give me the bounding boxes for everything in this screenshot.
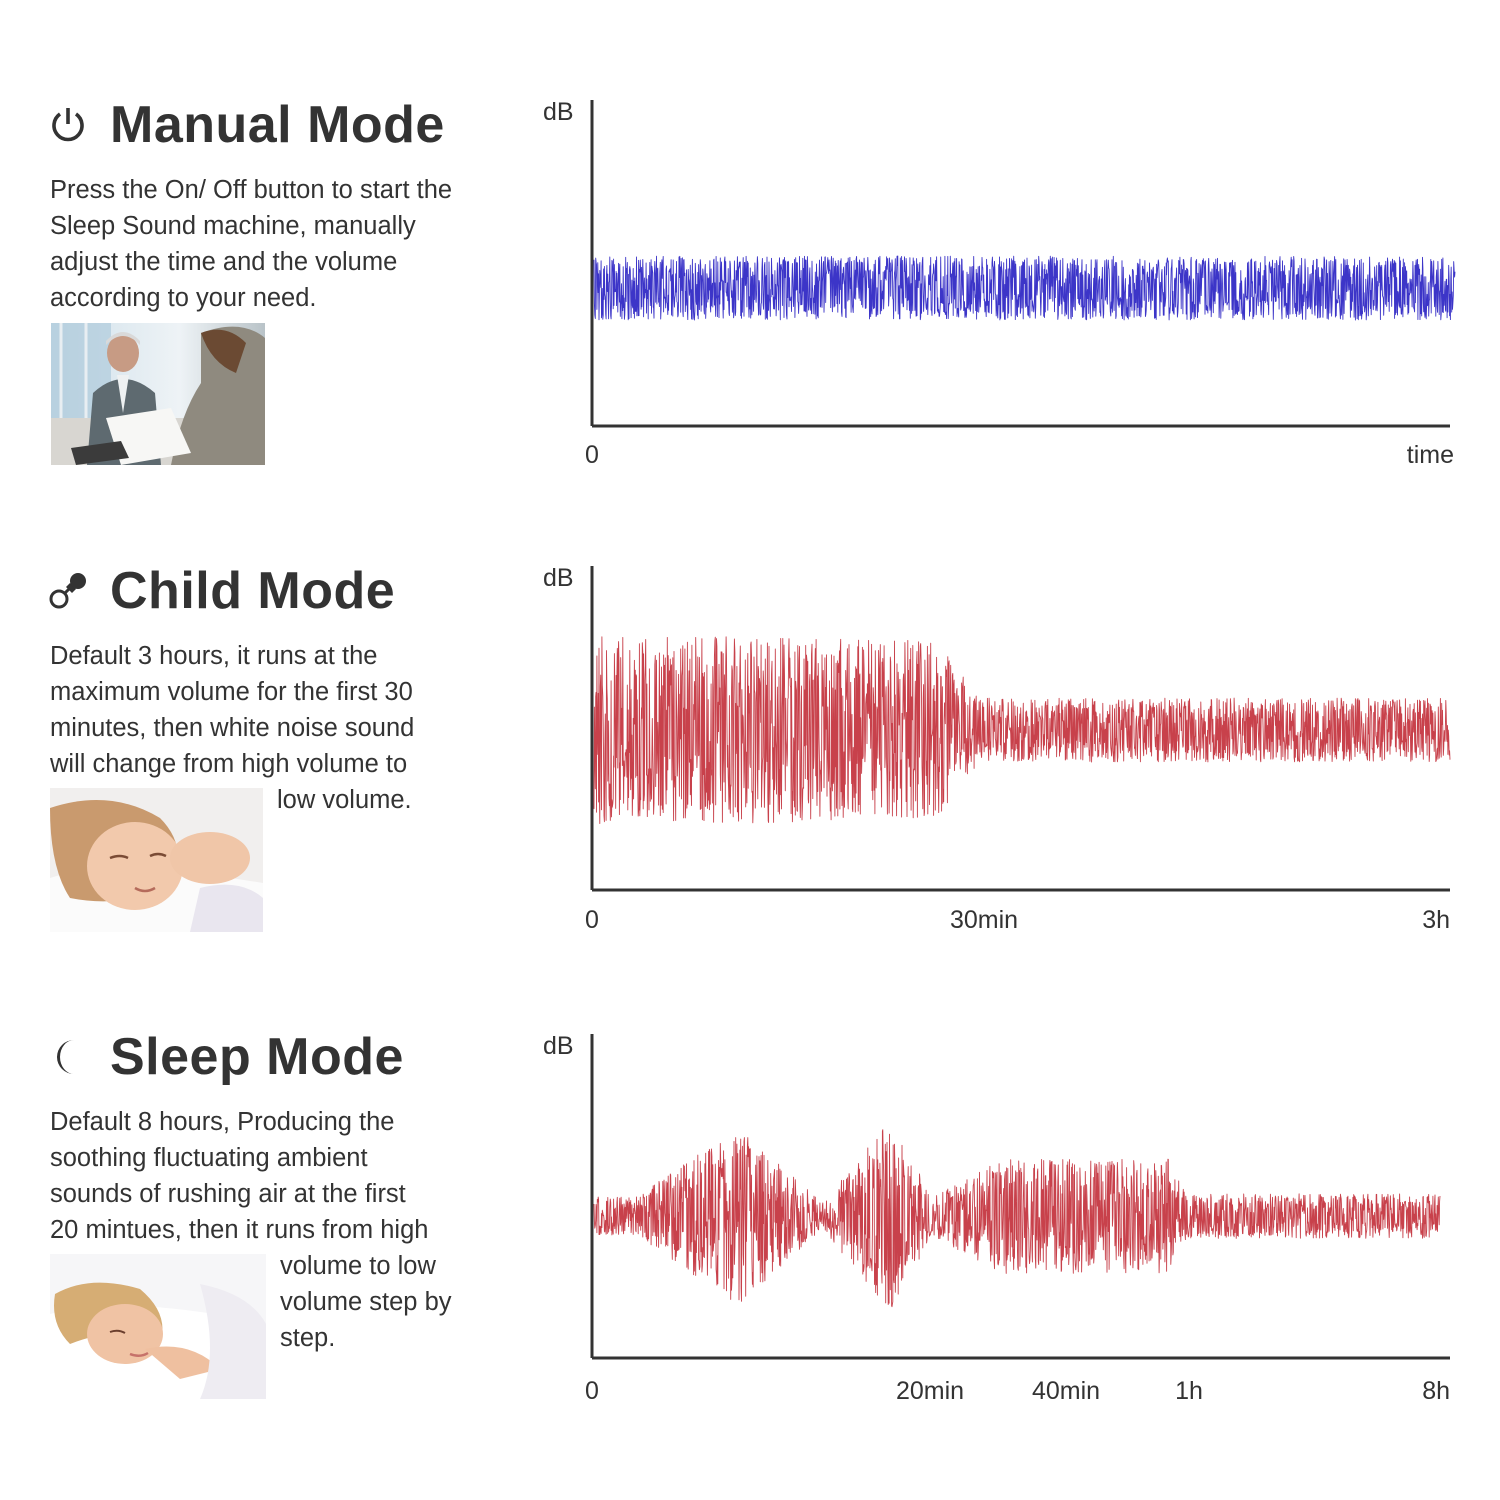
manual-mode-title: Manual Mode — [110, 96, 445, 154]
sleep-desc-line: soothing fluctuating ambient — [50, 1144, 368, 1172]
sleep-mode-title: Sleep Mode — [110, 1028, 404, 1086]
child-desc-line: maximum volume for the first 30 — [50, 678, 413, 706]
child-desc-line: will change from high volume to — [50, 750, 408, 778]
x-tick-label: time — [1407, 441, 1454, 469]
child-mode-chart: dB 0 30min 3h — [530, 556, 1470, 956]
child-desc-line: Default 3 hours, it runs at the — [50, 642, 378, 670]
sleep-desc-line: volume to low — [280, 1252, 436, 1280]
child-desc-line: low volume. — [277, 786, 412, 814]
y-axis-label: dB — [543, 1032, 574, 1060]
y-axis-label: dB — [543, 98, 574, 126]
pacifier-icon — [48, 571, 88, 611]
sleep-mode-description: Default 8 hours, Producing the soothing … — [50, 1104, 490, 1399]
child-mode-section: Child Mode Default 3 hours, it runs at t… — [0, 556, 1500, 996]
child-mode-chart-svg: dB 0 30min 3h — [543, 564, 1451, 934]
moon-icon — [48, 1037, 88, 1077]
sleep-desc-line: step. — [280, 1324, 336, 1352]
child-mode-title: Child Mode — [110, 562, 396, 620]
manual-mode-description: Press the On/ Off button to start the Sl… — [50, 176, 453, 312]
child-mode-description: Default 3 hours, it runs at the maximum … — [50, 638, 490, 932]
sleep-mode-chart: dB 0 20min 40min 1h 8h — [530, 1022, 1470, 1422]
x-tick-label: 0 — [585, 441, 599, 469]
y-axis-label: dB — [543, 564, 574, 592]
manual-mode-chart-svg: dB 0 time — [543, 98, 1456, 469]
x-tick-label: 40min — [1032, 1377, 1100, 1405]
power-icon — [48, 105, 88, 145]
sleep-mode-section: Sleep Mode Default 8 hours, Producing th… — [0, 1022, 1500, 1462]
x-tick-label: 0 — [585, 1377, 599, 1405]
x-tick-label: 30min — [950, 906, 1018, 934]
waveform-series — [593, 636, 1451, 824]
x-tick-label: 0 — [585, 906, 599, 934]
sleep-desc-line: Default 8 hours, Producing the — [50, 1108, 395, 1136]
sleep-mode-title-row: Sleep Mode — [48, 1022, 404, 1092]
office-meeting-photo — [51, 323, 265, 465]
child-desc-line: minutes, then white noise sound — [50, 714, 415, 742]
x-tick-label: 8h — [1422, 1377, 1450, 1405]
sleeping-woman-photo — [50, 1254, 266, 1399]
waveform-series — [593, 255, 1456, 321]
sleep-desc-line: volume step by — [280, 1288, 452, 1316]
sleep-mode-chart-svg: dB 0 20min 40min 1h 8h — [543, 1032, 1450, 1405]
sleeping-child-photo — [50, 788, 263, 932]
x-tick-label: 3h — [1422, 906, 1450, 934]
manual-mode-section: Manual Mode Press the On/ Off button to … — [0, 90, 1500, 530]
child-mode-title-row: Child Mode — [48, 556, 395, 626]
manual-mode-title-row: Manual Mode — [48, 90, 445, 160]
sleep-desc-line: 20 mintues, then it runs from high — [50, 1216, 429, 1244]
x-tick-label: 1h — [1175, 1377, 1203, 1405]
waveform-series — [593, 1129, 1441, 1308]
x-tick-label: 20min — [896, 1377, 964, 1405]
manual-mode-chart: dB 0 time — [530, 90, 1470, 490]
sleep-desc-line: sounds of rushing air at the first — [50, 1180, 406, 1208]
